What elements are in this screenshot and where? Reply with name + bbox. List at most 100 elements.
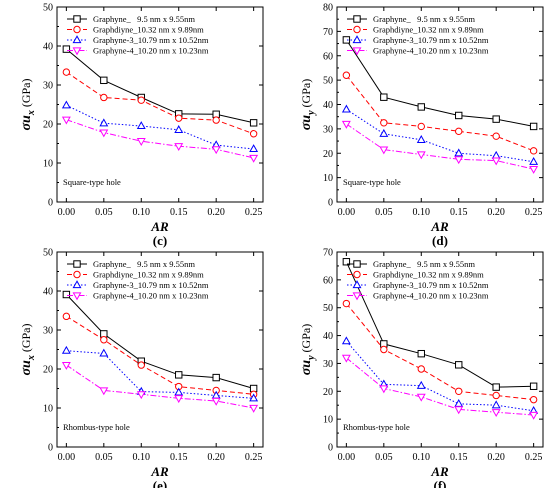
data-point <box>455 111 463 120</box>
data-point <box>62 45 71 53</box>
data-point <box>211 146 221 155</box>
series-line <box>345 261 534 388</box>
series-line <box>346 123 534 170</box>
y-tick-label: 20 <box>323 387 333 398</box>
legend-marker <box>72 47 82 56</box>
data-point <box>62 68 71 76</box>
x-tick-label: 0.00 <box>58 452 76 463</box>
x-tick-label: 0.20 <box>207 207 225 218</box>
series-line <box>346 340 534 412</box>
data-point <box>99 387 109 396</box>
data-point <box>454 156 464 165</box>
annotation-note: Square-type hole <box>343 177 401 187</box>
legend-marker <box>352 280 362 289</box>
data-point <box>99 348 109 357</box>
y-tick-label: 20 <box>43 120 53 131</box>
x-tick-label: 0.05 <box>95 207 113 218</box>
y-tick-label: 40 <box>323 331 333 342</box>
data-point <box>379 385 389 394</box>
series-line <box>346 74 534 152</box>
data-point <box>249 154 259 163</box>
legend-entry: Graphdiyne_10.32 nm x 9.89nm <box>93 270 204 280</box>
x-tick-label: 0.10 <box>413 452 431 463</box>
panel-label: (c) <box>153 233 167 248</box>
data-point <box>249 119 258 127</box>
data-point <box>174 125 184 133</box>
data-point <box>492 132 500 140</box>
legend-entry: Graphyne-4_10.20 nm x 10.23nm <box>93 46 209 56</box>
data-point <box>380 119 388 127</box>
y-axis-label: σux (GPa) <box>19 78 37 130</box>
legend-entry: Graphyne-4_10.20 nm x 10.23nm <box>93 291 209 301</box>
y-tick-label: 40 <box>323 100 333 111</box>
data-point <box>529 382 538 390</box>
data-point <box>417 349 425 358</box>
x-axis-label: AR <box>150 464 169 479</box>
data-point <box>175 114 183 122</box>
series-line <box>66 104 254 150</box>
data-point <box>492 383 500 391</box>
data-point <box>491 157 501 166</box>
annotation-note: Rhombus-type hole <box>343 422 410 432</box>
data-point <box>417 103 425 111</box>
data-point <box>137 361 145 369</box>
series-line <box>346 108 534 163</box>
data-point <box>529 411 539 420</box>
y-tick-label: 0 <box>328 198 333 209</box>
data-point <box>341 336 351 345</box>
x-tick-label: 0.00 <box>338 207 356 218</box>
y-tick-label: 30 <box>323 359 333 370</box>
data-point <box>100 76 108 85</box>
y-tick-label: 60 <box>323 51 333 62</box>
data-point <box>455 361 463 369</box>
legend-marker <box>352 292 362 301</box>
data-point <box>61 100 71 109</box>
legend-entry: Graphyne_ 9.5 nm x 9.55nm <box>373 259 475 269</box>
data-point <box>249 404 259 413</box>
y-tick-label: 10 <box>43 159 53 170</box>
data-point <box>454 406 464 415</box>
data-point <box>341 354 351 363</box>
x-tick-label: 0.20 <box>207 452 225 463</box>
legend-marker <box>73 270 81 279</box>
data-point <box>455 127 463 136</box>
data-point <box>416 135 426 143</box>
data-point <box>529 165 539 174</box>
y-tick-label: 0 <box>48 443 53 454</box>
chart-panel: 0 10 20 30 40 50 0.00 0.05 0.10 0.15 0.20 0.25 AR σux… <box>19 248 264 488</box>
chart-panel: 0 10 20 30 40 50 0.00 0.05 0.10 0.15 0.20 0.25 AR σux… <box>19 3 264 248</box>
data-point <box>175 371 183 379</box>
y-tick-label: 30 <box>43 81 53 92</box>
x-tick-label: 0.05 <box>95 452 113 463</box>
data-point <box>529 147 538 155</box>
legend-entry: Graphyne_ 9.5 nm x 9.55nm <box>93 14 195 24</box>
legend-marker <box>353 260 361 268</box>
x-tick-label: 0.15 <box>170 452 188 463</box>
data-point <box>491 150 501 159</box>
data-point <box>62 290 71 299</box>
legend-entry: Graphdiyne_10.32 nm x 9.89nm <box>93 25 204 35</box>
legend-marker <box>72 280 82 289</box>
legend-marker <box>73 260 81 268</box>
data-point <box>212 373 220 382</box>
legend-entry: Graphyne-3_10.79 nm x 10.52nm <box>93 280 209 290</box>
data-point <box>136 138 146 146</box>
data-point <box>137 96 145 104</box>
legend-entry: Graphyne-4_10.20 nm x 10.23nm <box>373 291 489 301</box>
panel-label: (f) <box>434 478 447 488</box>
y-tick-label: 70 <box>323 248 333 259</box>
y-tick-label: 40 <box>43 287 53 298</box>
y-tick-label: 0 <box>328 443 333 454</box>
y-tick-label: 50 <box>323 303 333 314</box>
data-point <box>492 115 500 123</box>
y-axis-label: σuy (GPa) <box>299 324 317 375</box>
legend-marker <box>353 15 361 23</box>
y-tick-label: 20 <box>43 365 53 376</box>
data-point <box>341 104 351 113</box>
data-point <box>417 122 425 131</box>
x-tick-label: 0.25 <box>525 452 543 463</box>
legend-marker <box>352 47 362 56</box>
series-line <box>66 364 254 409</box>
y-tick-label: 50 <box>43 3 53 14</box>
